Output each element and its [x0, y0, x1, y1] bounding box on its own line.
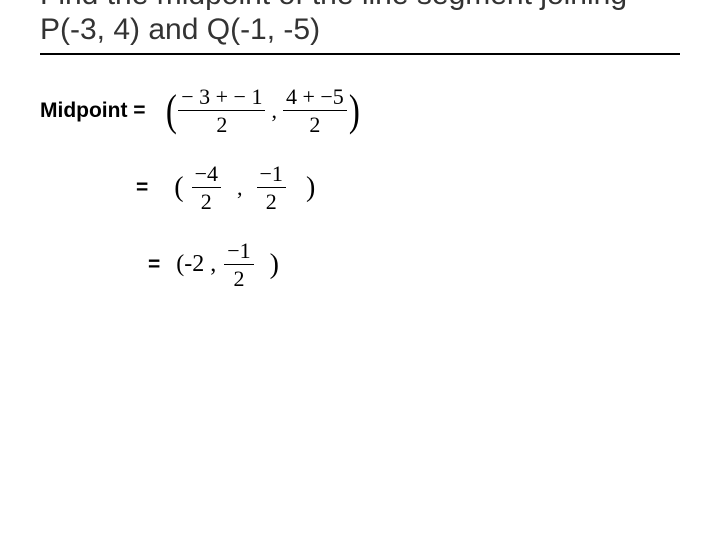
step-1-expression: ( − 3 + − 1 2 , 4 + −5 2 ) — [164, 85, 362, 136]
midpoint-label: Midpoint = — [40, 99, 146, 123]
step1-y-num: 4 + −5 — [283, 85, 347, 108]
step1-x-frac: − 3 + − 1 2 — [178, 85, 265, 136]
step-2-expression: ( −4 2 , −1 2 ) — [172, 162, 317, 213]
title-underline — [40, 53, 680, 55]
step2-y-num: −1 — [257, 162, 286, 185]
step3-y-frac: −1 2 — [224, 239, 253, 290]
equals-sign: = — [140, 253, 168, 277]
equals-sign: = — [128, 176, 156, 200]
step2-x-den: 2 — [198, 190, 215, 213]
step2-y-den: 2 — [263, 190, 280, 213]
left-paren: ( — [172, 172, 185, 204]
comma: , — [265, 98, 283, 124]
step1-x-den: 2 — [213, 113, 230, 136]
step-3-line: = (-2 , −1 2 ) — [140, 237, 680, 292]
step3-y-num: −1 — [224, 239, 253, 262]
slide-title: Find the midpoint of the line segment jo… — [40, 0, 680, 47]
step3-y-den: 2 — [230, 267, 247, 290]
step1-y-den: 2 — [306, 113, 323, 136]
frac-bar — [192, 187, 221, 188]
body: Midpoint = ( − 3 + − 1 2 , 4 + −5 2 ) = — [40, 83, 680, 292]
left-paren: ( — [165, 89, 176, 133]
step2-x-frac: −4 2 — [192, 162, 221, 213]
step1-y-frac: 4 + −5 2 — [283, 85, 347, 136]
frac-bar — [257, 187, 286, 188]
step-1-line: Midpoint = ( − 3 + − 1 2 , 4 + −5 2 ) — [40, 83, 680, 138]
right-paren: ) — [349, 89, 360, 133]
frac-bar — [178, 110, 265, 111]
step2-y-frac: −1 2 — [257, 162, 286, 213]
frac-bar — [224, 264, 253, 265]
step-3-expression: (-2 , −1 2 ) — [176, 239, 281, 290]
slide: Find the midpoint of the line segment jo… — [0, 0, 720, 518]
step2-x-num: −4 — [192, 162, 221, 185]
step3-prefix: (-2 , — [176, 251, 220, 278]
comma: , — [231, 175, 249, 201]
step1-x-num: − 3 + − 1 — [178, 85, 265, 108]
right-paren: ) — [304, 172, 317, 204]
step-2-line: = ( −4 2 , −1 2 ) — [128, 160, 680, 215]
right-paren: ) — [268, 249, 281, 281]
frac-bar — [283, 110, 347, 111]
